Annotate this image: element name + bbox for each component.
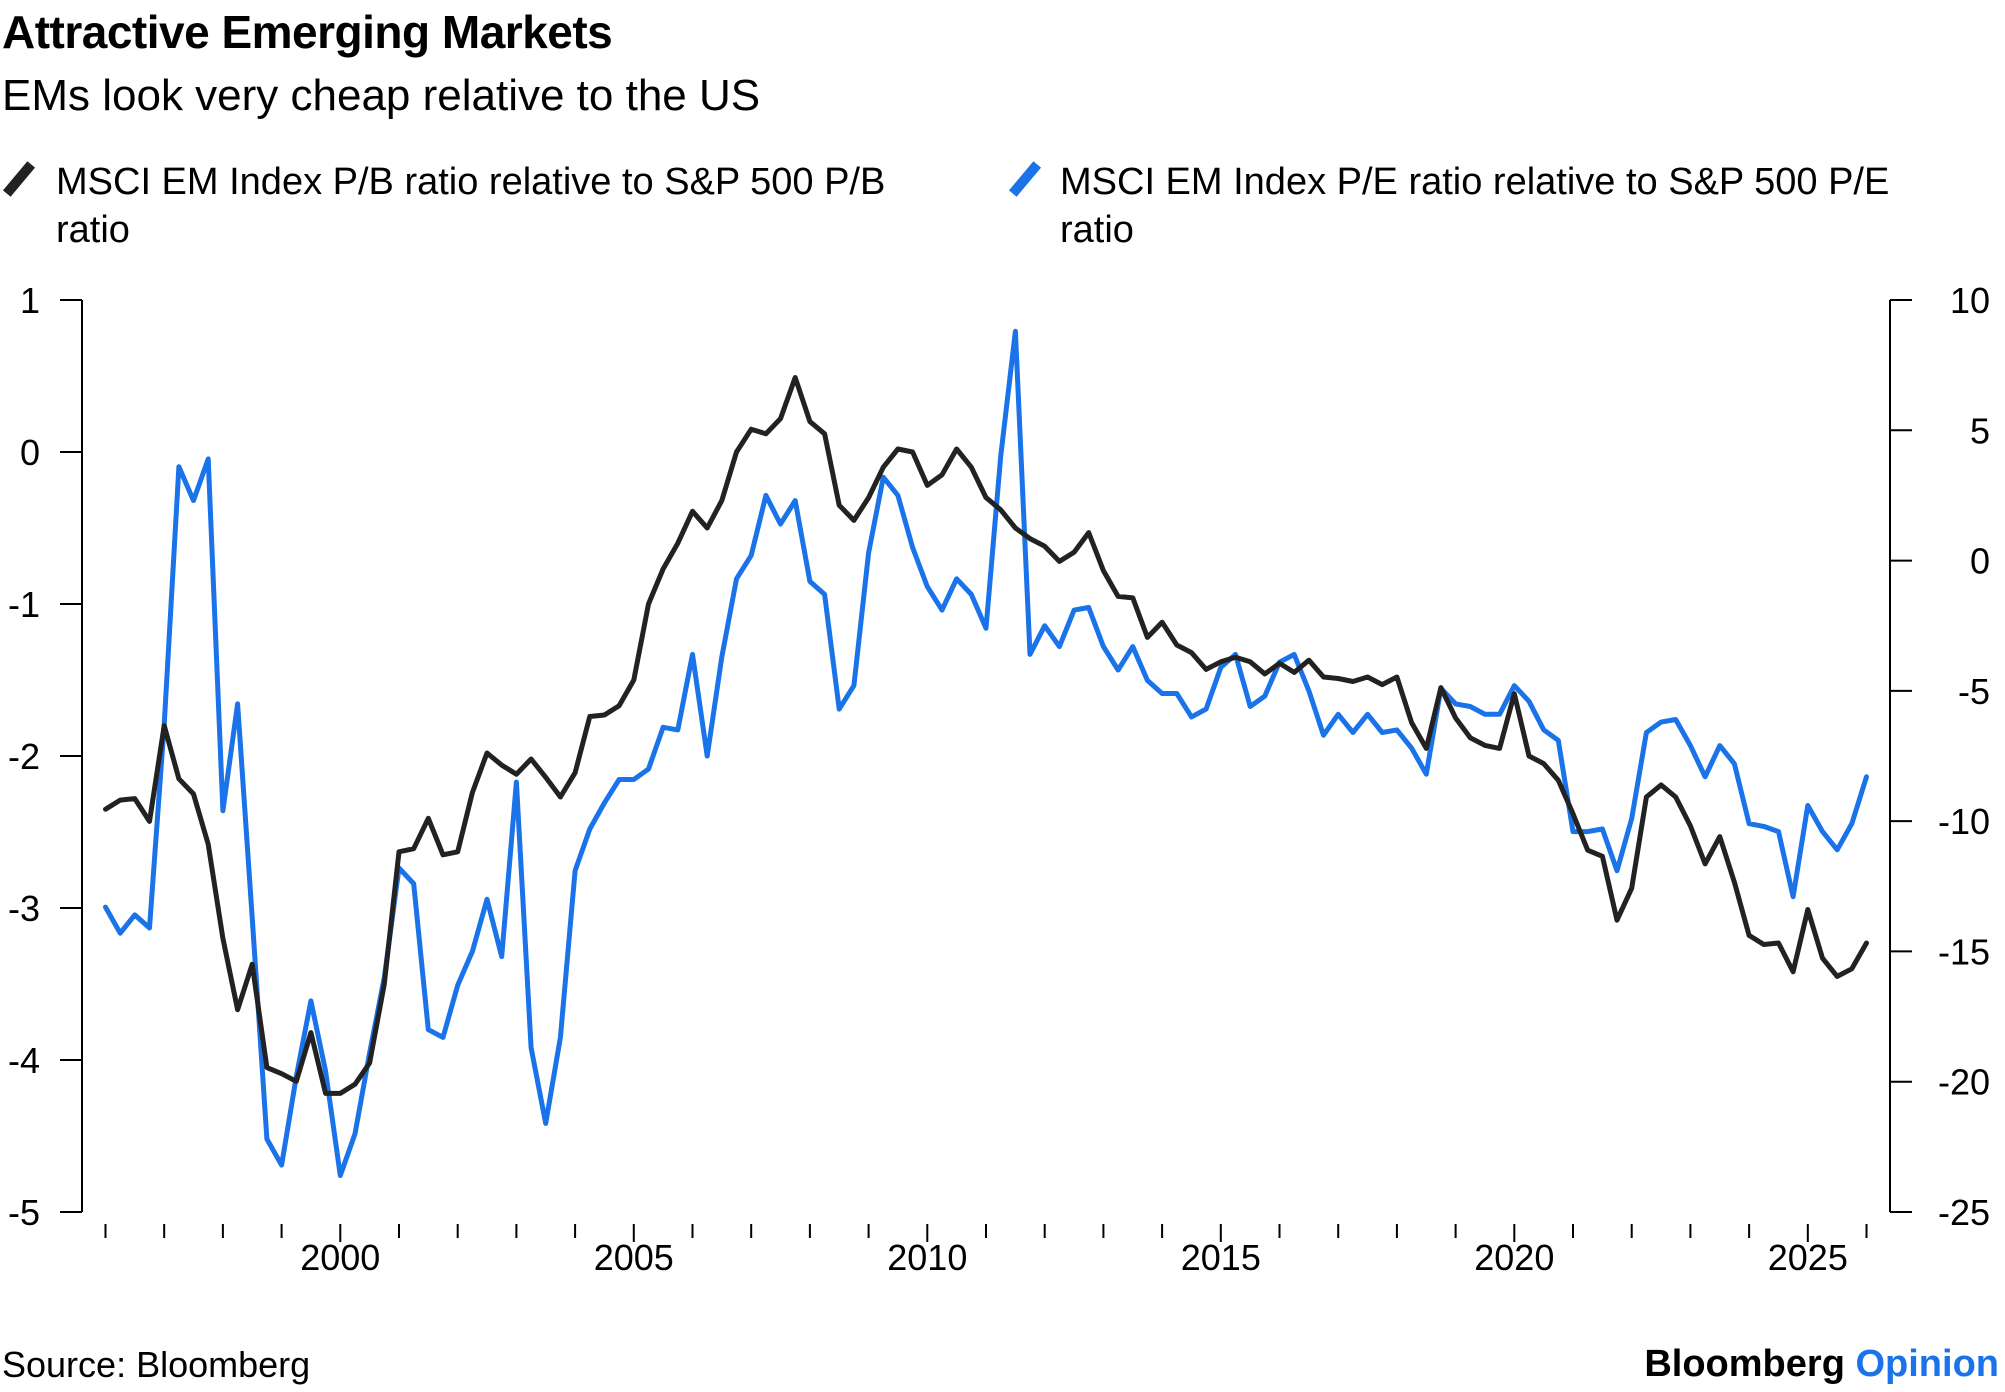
x-tick-label: 2015	[1181, 1237, 1261, 1278]
y-right-tick-label: 10	[1950, 280, 1990, 321]
x-tick-label: 2005	[594, 1237, 674, 1278]
y-left-tick-label: -3	[8, 888, 40, 929]
series-line-pb	[103, 375, 1869, 1096]
y-left-tick-label: 1	[20, 280, 40, 321]
chart-series	[103, 328, 1869, 1178]
series-line-pe	[103, 328, 1869, 1178]
y-left-tick-label: -2	[8, 736, 40, 777]
source-note: Source: Bloomberg	[2, 1344, 311, 1385]
y-left-tick-label: -1	[8, 584, 40, 625]
chart-subtitle: EMs look very cheap relative to the US	[2, 71, 761, 120]
y-right-tick-label: 5	[1970, 410, 1990, 451]
y-right-tick-label: -25	[1938, 1192, 1990, 1233]
brand-main: Bloomberg	[1644, 1343, 1845, 1385]
x-tick-label: 2020	[1474, 1237, 1554, 1278]
y-left-tick-label: -5	[8, 1192, 40, 1233]
x-tick-label: 2010	[887, 1237, 967, 1278]
x-tick-label: 2000	[300, 1237, 380, 1278]
legend-label-pb: MSCI EM Index P/B ratio relative to S&P …	[56, 161, 886, 251]
brand-accent: Opinion	[1855, 1343, 1999, 1385]
brand-logo: Bloomberg Opinion	[1644, 1341, 1999, 1387]
y-right-tick-label: -15	[1938, 931, 1990, 972]
y-right-tick-label: -5	[1958, 671, 1990, 712]
y-right-tick-label: -10	[1938, 801, 1990, 842]
y-right-tick-label: 0	[1970, 541, 1990, 582]
legend-label-pe: MSCI EM Index P/E ratio relative to S&P …	[1060, 161, 1890, 251]
y-left-tick-label: -4	[8, 1040, 40, 1081]
chart-title: Attractive Emerging Markets	[2, 6, 613, 58]
x-tick-label: 2025	[1768, 1237, 1848, 1278]
y-right-tick-label: -20	[1938, 1062, 1990, 1103]
y-left-tick-label: 0	[20, 432, 40, 473]
